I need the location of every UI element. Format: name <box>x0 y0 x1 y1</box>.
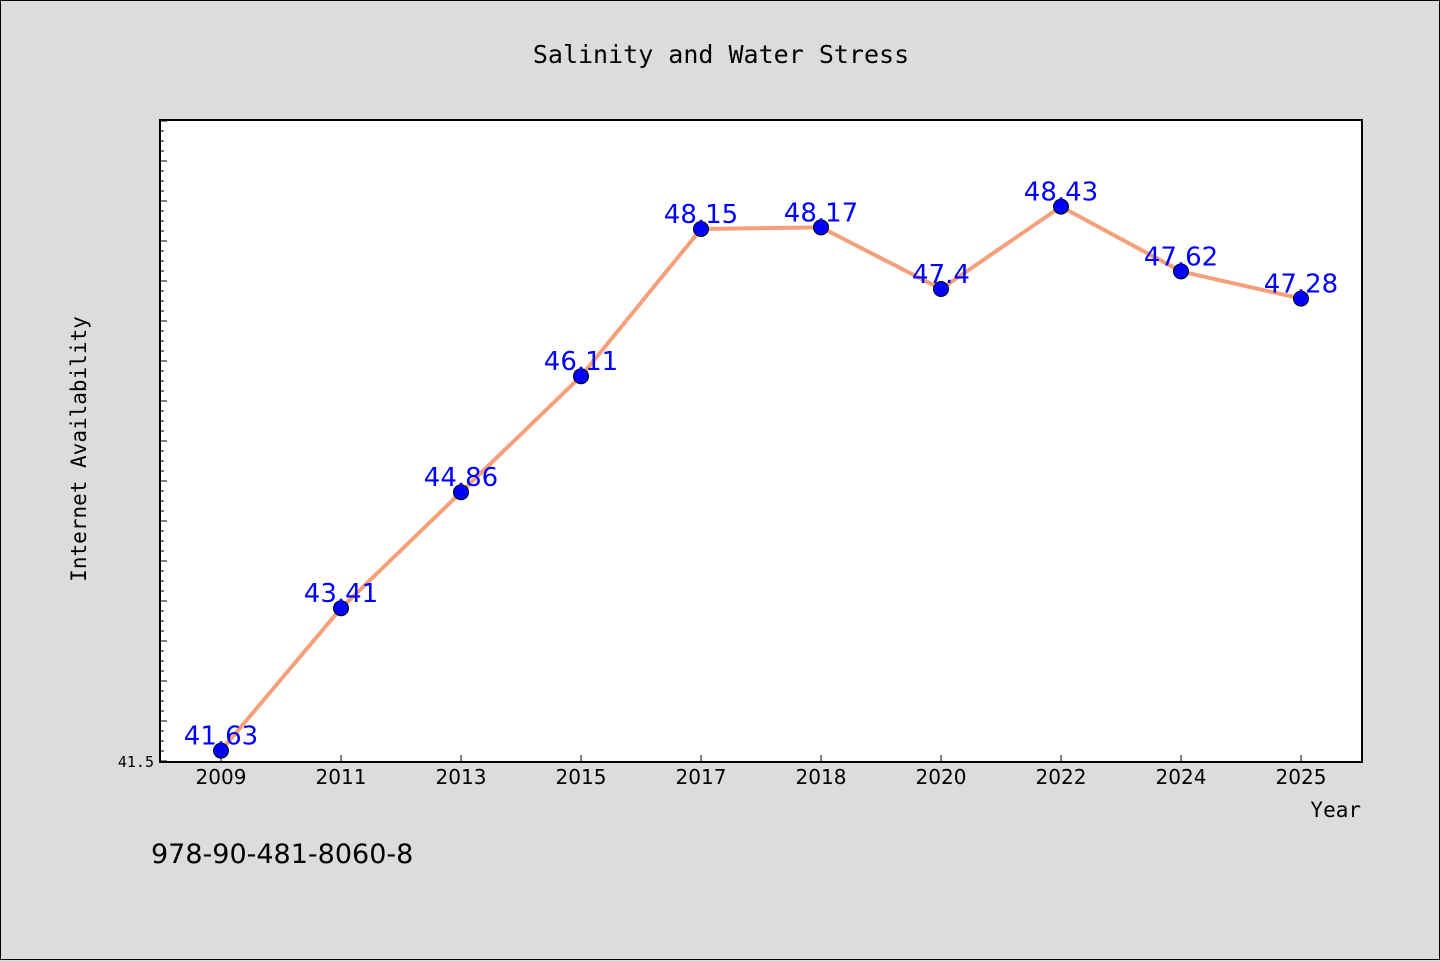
data-label: 44.86 <box>424 463 498 493</box>
data-point <box>693 221 709 237</box>
data-label: 47.4 <box>912 260 970 290</box>
data-label: 48.17 <box>784 198 858 228</box>
x-tick-label: 2024 <box>1156 765 1207 789</box>
x-tick-label: 2013 <box>436 765 487 789</box>
x-tick-label: 2025 <box>1276 765 1327 789</box>
series-markers <box>213 198 1309 759</box>
data-point <box>213 742 229 759</box>
data-label: 48.43 <box>1024 178 1098 208</box>
data-point <box>333 600 349 617</box>
x-tick-label: 2015 <box>556 765 607 789</box>
x-axis-label: Year <box>1310 798 1361 822</box>
data-point <box>573 368 589 385</box>
x-tick-label: 2022 <box>1036 765 1087 789</box>
plot-area <box>159 119 1363 763</box>
x-tick-label: 2020 <box>916 765 967 789</box>
y-axis-label: Internet Availability <box>67 316 91 582</box>
data-label: 47.62 <box>1144 242 1218 272</box>
x-tick-label: 2018 <box>796 765 847 789</box>
x-tick-label: 2017 <box>676 765 727 789</box>
data-label: 47.28 <box>1264 270 1338 300</box>
data-label: 48.15 <box>664 200 738 230</box>
data-label: 46.11 <box>544 347 618 377</box>
data-label: 43.41 <box>304 579 378 609</box>
data-labels: 41.63 43.41 44.86 46.11 48.15 48.17 47.4 48.43 4… <box>184 178 1338 752</box>
data-point <box>813 219 829 236</box>
chart-title: Salinity and Water Stress <box>533 40 909 69</box>
data-point <box>1293 290 1309 307</box>
x-tick-label: 2011 <box>316 765 367 789</box>
y-axis-ticks <box>161 120 167 762</box>
data-point <box>1173 263 1189 280</box>
x-axis-ticks: 2009 2011 2013 2015 2017 2018 2020 2022 2024 2025 <box>196 755 1327 789</box>
y-tick-label: 41.5 <box>118 753 154 771</box>
data-point <box>933 281 949 297</box>
data-point <box>453 484 469 501</box>
footer-code: 978-90-481-8060-8 <box>151 839 413 870</box>
data-point <box>1053 198 1069 215</box>
data-label: 41.63 <box>184 722 258 752</box>
x-tick-label: 2009 <box>196 765 247 789</box>
series-line <box>219 204 1302 752</box>
